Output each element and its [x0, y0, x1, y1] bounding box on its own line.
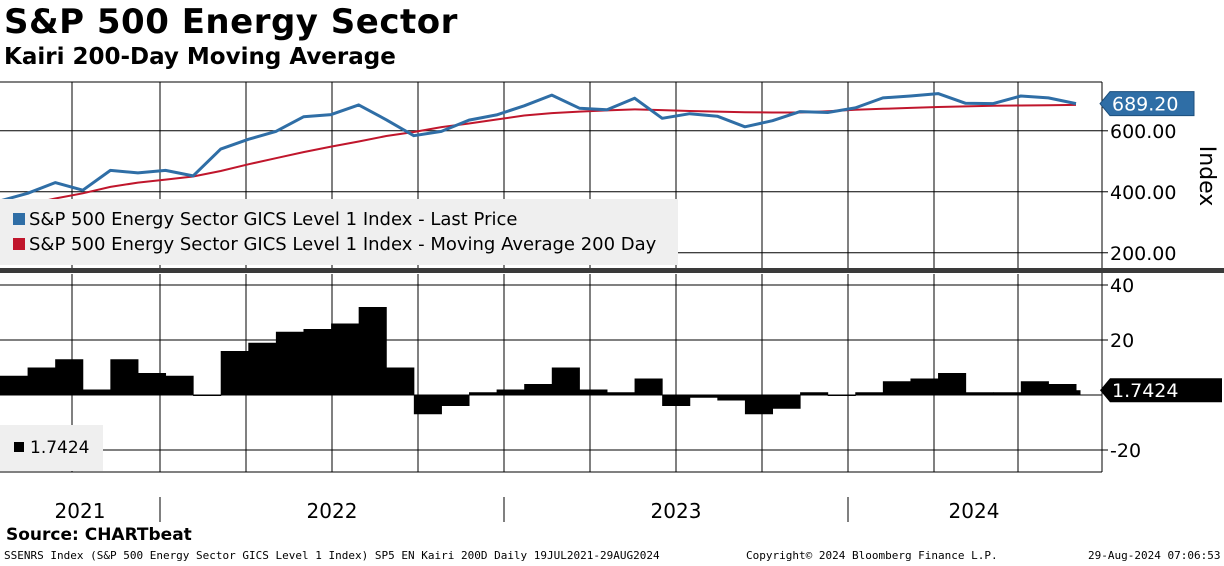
- kairi-bar-28: [772, 395, 801, 409]
- kairi-bar-39: [1076, 390, 1081, 395]
- kairi-bar-36: [993, 392, 1022, 395]
- lower-legend: 1.7424: [0, 425, 103, 471]
- footer-center: Copyright© 2024 Bloomberg Finance L.P.: [746, 549, 998, 562]
- kairi-bar-24: [662, 395, 691, 406]
- chart-subtitle: Kairi 200-Day Moving Average: [4, 44, 396, 70]
- legend-swatch-kairi: [14, 442, 24, 452]
- kairi-bar-1: [27, 367, 56, 395]
- last-price-label: 689.20: [1112, 94, 1178, 116]
- ma-200-line: [0, 103, 1077, 210]
- kairi-bar-29: [800, 392, 829, 395]
- kairi-bar-18: [496, 389, 525, 395]
- footer-left: SSENRS Index (S&P 500 Energy Sector GICS…: [4, 549, 660, 562]
- lower-ytick-label-0: -20: [1110, 440, 1141, 462]
- kairi-bar-19: [524, 384, 553, 395]
- kairi-bar-2: [55, 359, 84, 395]
- kairi-bar-9: [248, 342, 277, 395]
- price-line: [0, 92, 1077, 203]
- last-kairi-label: 1.7424: [1112, 380, 1178, 402]
- kairi-bar-22: [606, 392, 636, 395]
- kairi-bar-8: [220, 351, 249, 395]
- year-label-2024: 2024: [949, 499, 1000, 523]
- kairi-bar-11: [303, 329, 332, 395]
- lower-ytick-label-1: 20: [1110, 330, 1134, 352]
- kairi-bar-10: [275, 331, 304, 395]
- footer-right: 29-Aug-2024 07:06:53: [1088, 549, 1221, 562]
- kairi-bar-27: [744, 395, 774, 415]
- last-kairi-tag: [1100, 378, 1222, 403]
- upper-ytick-label-0: 200.00: [1110, 243, 1176, 265]
- panel-separator: [0, 268, 1224, 273]
- kairi-bar-14: [386, 367, 415, 395]
- kairi-bar-16: [441, 395, 470, 406]
- kairi-bar-7: [193, 395, 222, 396]
- kairi-bar-23: [634, 378, 663, 395]
- price-lines: [0, 92, 1077, 210]
- kairi-bar-30: [827, 395, 856, 396]
- legend-value-kairi: 1.7424: [30, 438, 90, 458]
- kairi-bar-35: [965, 392, 994, 395]
- kairi-bar-20: [551, 367, 580, 395]
- legend-item-ma[interactable]: S&P 500 Energy Sector GICS Level 1 Index…: [13, 234, 656, 255]
- kairi-bar-12: [331, 323, 360, 395]
- kairi-bar-13: [358, 307, 387, 395]
- last-price-tag: [1099, 91, 1195, 117]
- upper-legend: S&P 500 Energy Sector GICS Level 1 Index…: [0, 199, 678, 265]
- upper-ylabel: Index: [1194, 146, 1219, 207]
- kairi-bar-38: [1048, 384, 1077, 395]
- kairi-bar-33: [910, 378, 939, 395]
- kairi-bar-17: [469, 392, 498, 395]
- kairi-bar-26: [717, 395, 746, 401]
- kairi-bar-31: [855, 392, 884, 395]
- upper-ytick-label-2: 600.00: [1110, 121, 1176, 143]
- year-label-2023: 2023: [651, 499, 702, 523]
- kairi-bar-37: [1020, 381, 1049, 395]
- kairi-bar-15: [413, 395, 442, 415]
- legend-swatch-ma: [13, 238, 25, 250]
- kairi-bar-25: [689, 395, 718, 398]
- kairi-bar-34: [938, 373, 967, 395]
- kairi-bar-6: [165, 375, 194, 395]
- legend-item-price[interactable]: S&P 500 Energy Sector GICS Level 1 Index…: [13, 209, 517, 230]
- upper-ytick-label-1: 400.00: [1110, 182, 1176, 204]
- legend-label-ma: S&P 500 Energy Sector GICS Level 1 Index…: [29, 234, 657, 255]
- source-label: Source: CHARTbeat: [6, 525, 192, 545]
- lower-ytick-label-2: 40: [1110, 275, 1134, 297]
- kairi-bar-0: [0, 375, 29, 395]
- kairi-bar-5: [137, 373, 167, 395]
- chart-title: S&P 500 Energy Sector: [4, 2, 458, 42]
- kairi-bar-21: [579, 389, 608, 395]
- kairi-bar-4: [110, 359, 139, 395]
- kairi-bars: [0, 307, 1081, 415]
- axes: 200.00 400.00 600.00 -20 20 40 Index 689.20 1.74…: [0, 81, 1224, 473]
- kairi-bar-3: [82, 389, 111, 395]
- year-labels: 2021 2022 2023 2024: [55, 497, 1000, 523]
- year-label-2021: 2021: [55, 499, 106, 523]
- kairi-bar-32: [882, 381, 911, 395]
- legend-label-price: S&P 500 Energy Sector GICS Level 1 Index…: [29, 209, 518, 230]
- year-label-2022: 2022: [307, 499, 358, 523]
- legend-swatch-price: [13, 213, 25, 225]
